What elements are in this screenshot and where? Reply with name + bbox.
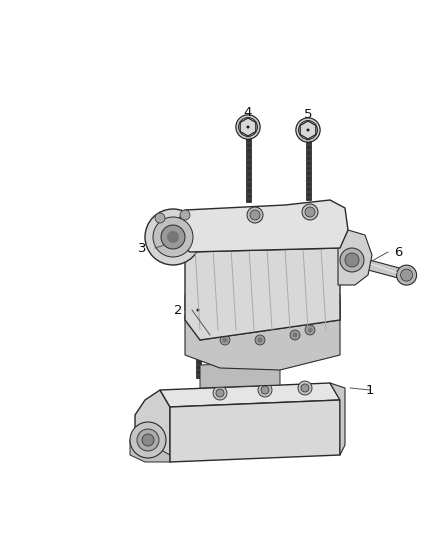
Circle shape (167, 231, 179, 243)
Polygon shape (338, 230, 372, 285)
Circle shape (247, 125, 250, 128)
Polygon shape (352, 256, 408, 280)
Circle shape (137, 429, 159, 451)
Circle shape (258, 383, 272, 397)
Circle shape (247, 207, 263, 223)
Text: 1: 1 (366, 384, 374, 397)
Circle shape (180, 210, 190, 220)
Circle shape (216, 389, 224, 397)
Circle shape (307, 327, 312, 333)
Bar (195, 317, 201, 378)
Polygon shape (170, 400, 340, 462)
Circle shape (153, 217, 193, 257)
Circle shape (302, 204, 318, 220)
Circle shape (305, 325, 315, 335)
Polygon shape (191, 302, 205, 318)
Circle shape (301, 384, 309, 392)
Circle shape (187, 299, 209, 321)
Circle shape (305, 207, 315, 217)
Polygon shape (200, 362, 280, 388)
Circle shape (345, 253, 359, 267)
Circle shape (296, 118, 320, 142)
Circle shape (130, 422, 166, 458)
Circle shape (258, 337, 262, 343)
Circle shape (340, 248, 364, 272)
Text: 5: 5 (304, 108, 312, 120)
Circle shape (145, 209, 201, 265)
Circle shape (142, 434, 154, 446)
Circle shape (155, 213, 165, 223)
Circle shape (236, 115, 260, 139)
Circle shape (213, 386, 227, 400)
Circle shape (290, 330, 300, 340)
Polygon shape (135, 390, 170, 462)
Polygon shape (130, 435, 170, 462)
Circle shape (223, 337, 227, 343)
Circle shape (307, 128, 310, 132)
Circle shape (220, 335, 230, 345)
Polygon shape (175, 200, 348, 252)
Circle shape (293, 333, 297, 337)
Text: 4: 4 (244, 106, 252, 118)
Circle shape (255, 335, 265, 345)
Polygon shape (240, 118, 256, 136)
Circle shape (298, 381, 312, 395)
Polygon shape (185, 248, 340, 340)
Polygon shape (185, 295, 340, 370)
Circle shape (250, 210, 260, 220)
Text: 6: 6 (394, 246, 402, 259)
Circle shape (197, 309, 199, 311)
Text: 2: 2 (174, 303, 182, 317)
Circle shape (261, 386, 269, 394)
Text: 3: 3 (138, 241, 146, 254)
Circle shape (396, 265, 417, 285)
Bar (305, 138, 311, 200)
Polygon shape (185, 295, 340, 340)
Bar (246, 134, 251, 202)
Polygon shape (160, 383, 340, 407)
Polygon shape (330, 383, 345, 455)
Polygon shape (300, 121, 316, 139)
Circle shape (401, 269, 413, 281)
Circle shape (161, 225, 185, 249)
Circle shape (239, 118, 258, 136)
Circle shape (299, 120, 318, 140)
Circle shape (190, 302, 206, 318)
